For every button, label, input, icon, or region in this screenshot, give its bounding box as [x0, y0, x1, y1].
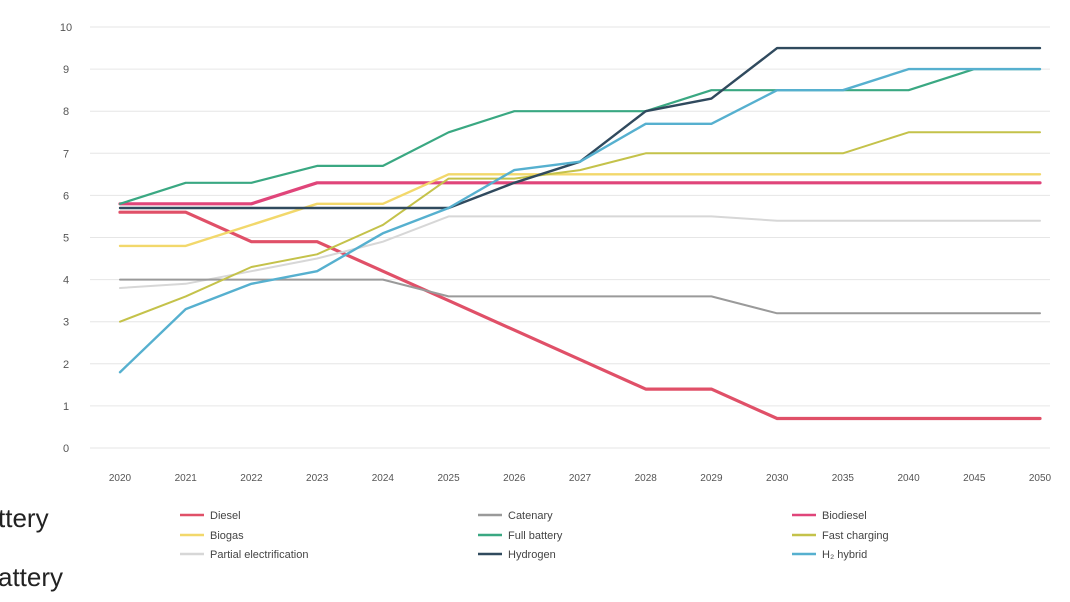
legend-label: Diesel [210, 510, 241, 522]
legend-label: Catenary [508, 510, 553, 522]
legend-label: Biodiesel [822, 510, 867, 522]
series-line-full-battery [118, 67, 1042, 205]
y-tick-label: 4 [63, 275, 69, 287]
series-line-biogas [118, 173, 1042, 248]
x-tick-label: 2028 [635, 473, 658, 484]
y-tick-label: 6 [63, 190, 69, 202]
x-tick-label: 2023 [306, 473, 329, 484]
series-line-fast-charging [119, 131, 1041, 323]
series-line-biodiesel [118, 181, 1042, 206]
x-tick-label: 2027 [569, 473, 592, 484]
y-tick-label: 10 [60, 22, 72, 34]
y-tick-label: 2 [63, 359, 69, 371]
y-tick-label: 9 [63, 64, 69, 76]
x-tick-label: 2022 [240, 473, 263, 484]
x-tick-label: 2050 [1029, 473, 1052, 484]
side-text-2: attery [0, 562, 63, 592]
legend-label: Biogas [210, 530, 244, 542]
y-tick-label: 3 [63, 317, 69, 329]
y-tick-label: 5 [63, 233, 69, 245]
series-line-catenary [119, 278, 1041, 315]
x-tick-label: 2029 [700, 473, 723, 484]
x-axis-ticks: 2020 2021 2022 2023 2024 2025 2026 2027 2028 2029… [109, 473, 1052, 484]
legend-label: Full battery [508, 530, 563, 542]
y-tick-label: 7 [63, 148, 69, 160]
legend-label: Partial electrification [210, 549, 308, 561]
x-tick-label: 2040 [897, 473, 920, 484]
series-lines [118, 46, 1042, 421]
legend-label: Hydrogen [508, 549, 556, 561]
x-tick-label: 2045 [963, 473, 986, 484]
y-axis-ticks: 0 1 2 3 4 5 6 7 8 9 10 [60, 22, 72, 455]
legend: Diesel Catenary Biodiesel Biogas Full batter… [180, 510, 889, 561]
side-text-1: ttery [0, 503, 49, 533]
x-tick-label: 2020 [109, 473, 132, 484]
x-tick-label: 2035 [832, 473, 855, 484]
y-tick-label: 1 [63, 401, 69, 413]
x-tick-label: 2025 [437, 473, 460, 484]
x-tick-label: 2026 [503, 473, 526, 484]
x-tick-label: 2024 [372, 473, 395, 484]
y-tick-label: 0 [63, 443, 69, 455]
legend-label: H₂ hybrid [822, 549, 867, 561]
series-line-h-hybrid [118, 67, 1042, 374]
series-line-partial-electrification [119, 215, 1041, 289]
x-tick-label: 2030 [766, 473, 789, 484]
x-tick-label: 2021 [175, 473, 198, 484]
legend-label: Fast charging [822, 530, 889, 542]
series-line-diesel [118, 210, 1042, 421]
y-tick-label: 8 [63, 106, 69, 118]
